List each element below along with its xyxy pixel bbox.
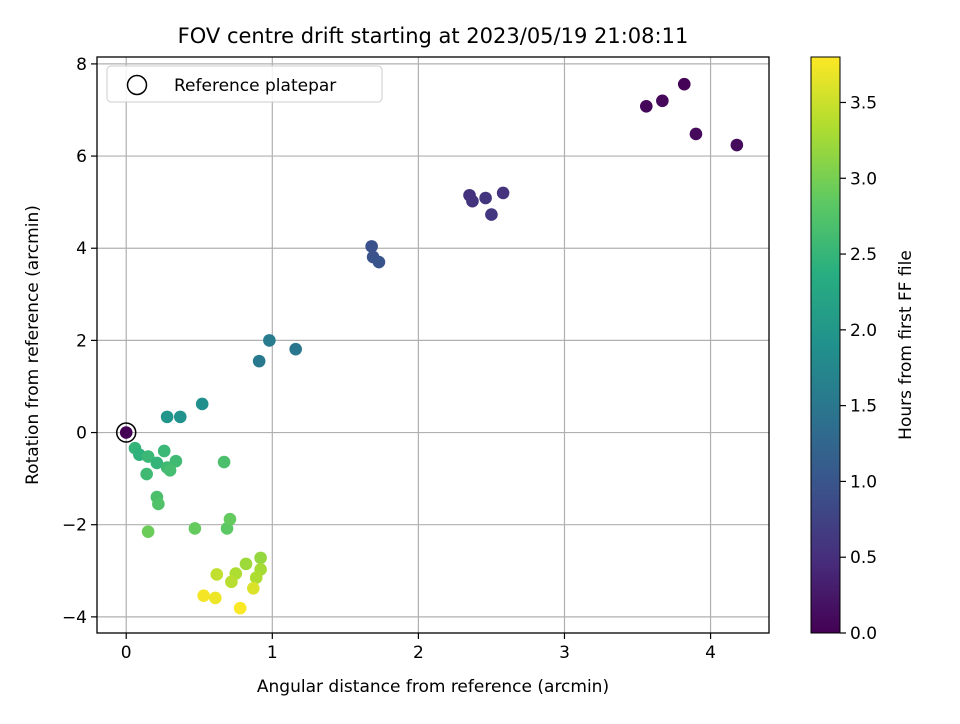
data-point — [209, 591, 222, 605]
data-point — [223, 512, 237, 526]
data-point — [263, 334, 276, 347]
data-point — [252, 354, 266, 368]
scatter-points — [119, 77, 744, 615]
data-point — [254, 551, 267, 565]
data-point — [656, 94, 669, 108]
colorbar-tick-label: 2.5 — [850, 245, 877, 265]
data-point — [160, 410, 174, 424]
reference-platepar-marker — [115, 422, 137, 443]
data-point — [365, 240, 378, 253]
y-tick-label: 2 — [76, 331, 87, 351]
data-point — [173, 410, 187, 424]
y-tick-label: −4 — [62, 608, 87, 628]
y-tick-label: 4 — [76, 239, 87, 259]
legend-reference-marker — [126, 74, 148, 96]
data-point — [169, 454, 183, 468]
data-point — [152, 497, 165, 511]
data-point — [372, 255, 386, 269]
data-point — [141, 450, 155, 463]
y-tick-label: −2 — [62, 516, 87, 536]
data-point — [188, 522, 202, 535]
data-point — [639, 100, 653, 113]
y-axis-label: Rotation from reference (arcmin) — [23, 205, 43, 485]
x-axis-ticks: 0 1 2 3 4 — [121, 633, 716, 663]
data-point — [217, 455, 231, 469]
reference-marker — [115, 422, 137, 443]
y-tick-label: 8 — [76, 55, 87, 75]
x-tick-label: 1 — [267, 643, 278, 663]
colorbar: 0.0 0.5 1.0 1.5 2.0 2.5 3.0 3.5 Hours from firs… — [810, 56, 916, 644]
data-point — [466, 194, 479, 208]
data-point — [689, 127, 703, 141]
x-tick-label: 2 — [413, 643, 424, 663]
data-point — [163, 464, 177, 477]
data-point — [140, 467, 153, 481]
data-point — [485, 208, 498, 221]
data-point — [677, 77, 691, 91]
colorbar-label: Hours from first FF file — [896, 250, 916, 440]
colorbar-tick-label: 0.5 — [850, 548, 877, 568]
y-tick-label: 0 — [76, 424, 87, 444]
legend-box — [106, 65, 383, 103]
chart-title: FOV centre drift starting at 2023/05/19 … — [178, 24, 689, 48]
data-point — [210, 568, 224, 581]
colorbar-tick-label: 3.5 — [850, 93, 877, 113]
colorbar-tick-label: 3.0 — [850, 169, 877, 189]
colorbar-gradient — [810, 56, 841, 634]
colorbar-ticks: 0.0 0.5 1.0 1.5 2.0 2.5 3.0 3.5 — [840, 93, 877, 644]
data-point — [195, 397, 209, 411]
x-tick-label: 4 — [705, 643, 716, 663]
data-point — [289, 342, 302, 356]
data-point — [247, 582, 260, 595]
data-point — [157, 444, 171, 458]
colorbar-tick-label: 0.0 — [850, 624, 877, 644]
y-axis-ticks: −4 −2 0 2 4 6 8 — [62, 55, 97, 628]
data-point — [233, 601, 247, 615]
data-point — [141, 525, 155, 538]
data-point — [730, 138, 744, 152]
data-point — [479, 191, 492, 205]
legend-entry-label: Reference platepar — [174, 76, 336, 96]
data-point — [496, 186, 510, 200]
data-point — [225, 575, 238, 589]
data-point — [239, 557, 253, 571]
x-tick-label: 0 — [121, 643, 132, 663]
data-point — [150, 456, 164, 470]
x-tick-label: 3 — [559, 643, 570, 663]
colorbar-tick-label: 2.0 — [850, 321, 877, 341]
x-axis-label: Angular distance from reference (arcmin) — [257, 677, 609, 697]
grid — [97, 57, 769, 633]
data-point — [119, 426, 133, 439]
data-point — [249, 571, 263, 585]
data-point — [197, 589, 210, 602]
legend: Reference platepar — [106, 65, 383, 103]
colorbar-tick-label: 1.0 — [850, 472, 877, 492]
colorbar-tick-label: 1.5 — [850, 397, 877, 417]
plot-frame — [96, 56, 770, 634]
y-tick-label: 6 — [76, 147, 87, 167]
